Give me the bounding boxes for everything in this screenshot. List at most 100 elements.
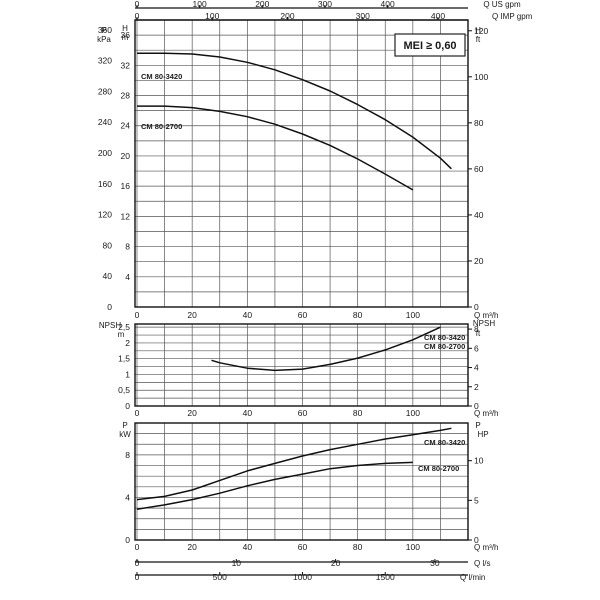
tick-label-head-x: 100 — [406, 310, 420, 320]
axis-title-us-gpm: Q US gpm — [483, 0, 521, 9]
axis-title-kw-sym: P — [122, 421, 127, 430]
axis-title-imp-gpm: Q IMP gpm — [492, 12, 533, 21]
power-curve-cm80-2700 — [136, 461, 413, 510]
tick-label-lmin: 0 — [135, 572, 140, 582]
curve-label-head-3420: CM 80-3420 — [141, 72, 182, 81]
tick-label-us-gpm: 100 — [193, 0, 207, 9]
tick-label-head-x: 20 — [187, 310, 197, 320]
power-curve-cm80-3420 — [136, 427, 452, 501]
tick-label-head-m: 4 — [125, 272, 130, 282]
axis-title-lmin: Q l/min — [460, 573, 485, 582]
tick-label-kpa: 240 — [98, 117, 112, 127]
tick-label-imp-gpm: 100 — [205, 11, 219, 21]
tick-label-head-ft: 100 — [474, 72, 488, 82]
curve-label-head-2700: CM 80-2700 — [141, 122, 182, 131]
tick-label-us-gpm: 400 — [380, 0, 394, 9]
tick-label-kw: 4 — [125, 492, 130, 502]
axis-title-ls: Q l/s — [474, 559, 490, 568]
tick-label-kpa: 0 — [107, 302, 112, 312]
tick-label-head-ft: 120 — [474, 26, 488, 36]
axis-title-ft-sym: H — [475, 26, 481, 35]
tick-label-kpa: 120 — [98, 210, 112, 220]
axis-title-head-sym: H — [122, 24, 128, 33]
tick-label-power-x: 20 — [187, 542, 197, 552]
tick-label-npsh-x: 100 — [406, 408, 420, 418]
tick-label-imp-gpm: 0 — [135, 11, 140, 21]
panel-frame-power — [134, 422, 469, 541]
tick-label-power-x: 60 — [298, 542, 308, 552]
tick-label-npsh-m: 2 — [125, 338, 130, 348]
curve-label-power-3420: CM 80-3420 — [424, 438, 465, 447]
tick-label-power-x: 40 — [243, 542, 253, 552]
tick-label-npsh-x: 60 — [298, 408, 308, 418]
axis-title-head-x: Q m³/h — [474, 311, 498, 320]
tick-label-ls: 10 — [232, 558, 242, 568]
tick-label-power-x: 0 — [135, 542, 140, 552]
tick-label-npsh-ft: 0 — [474, 401, 479, 411]
head-curve-cm80-3420 — [137, 52, 452, 170]
tick-label-head-m: 20 — [121, 151, 131, 161]
axis-title-npsh-ft-unit: ft — [476, 329, 481, 338]
axis-title-npsh-sym: NPSH — [99, 321, 121, 330]
tick-label-npsh-m: 1,5 — [118, 354, 130, 364]
tick-label-kpa: 80 — [103, 240, 113, 250]
tick-label-npsh-m: 1 — [125, 369, 130, 379]
tick-label-npsh-ft: 6 — [474, 343, 479, 353]
panel-frame-npsh — [134, 323, 469, 407]
axis-title-npsh-ft-sym: NPSH — [473, 319, 495, 328]
tick-label-lmin: 1500 — [376, 572, 395, 582]
tick-label-power-x: 80 — [353, 542, 363, 552]
tick-label-ls: 20 — [331, 558, 341, 568]
axis-title-power-x: Q m³/h — [474, 543, 498, 552]
axis-title-ft-unit: ft — [476, 35, 481, 44]
tick-label-imp-gpm: 200 — [280, 11, 294, 21]
curve-label-npsh-3420: CM 80-3420 — [424, 333, 465, 342]
tick-label-kpa: 200 — [98, 148, 112, 158]
tick-label-npsh-ft: 8 — [474, 324, 479, 334]
tick-label-head-x: 0 — [135, 310, 140, 320]
mei-badge-text: MEI ≥ 0,60 — [403, 40, 456, 52]
tick-label-head-ft: 60 — [474, 164, 484, 174]
tick-label-head-m: 8 — [125, 242, 130, 252]
mei-badge: MEI ≥ 0,60 — [394, 33, 466, 57]
tick-label-hp: 10 — [474, 456, 484, 466]
tick-label-hp: 0 — [474, 535, 479, 545]
head-curve-cm80-2700 — [137, 105, 414, 191]
tick-label-hp: 5 — [474, 495, 479, 505]
tick-label-kw: 0 — [125, 535, 130, 545]
tick-label-kw: 8 — [125, 450, 130, 460]
tick-label-us-gpm: 0 — [135, 0, 140, 9]
tick-label-ls: 30 — [430, 558, 440, 568]
tick-label-head-m: 32 — [121, 60, 131, 70]
tick-label-npsh-x: 40 — [243, 408, 253, 418]
tick-label-imp-gpm: 400 — [431, 11, 445, 21]
tick-label-npsh-x: 80 — [353, 408, 363, 418]
axis-title-kpa-sym: P — [101, 26, 106, 35]
tick-label-head-ft: 40 — [474, 210, 484, 220]
tick-label-head-m: 12 — [121, 211, 131, 221]
tick-label-head-ft: 0 — [474, 302, 479, 312]
tick-label-us-gpm: 300 — [318, 0, 332, 9]
tick-label-npsh-m: 2,5 — [118, 322, 130, 332]
tick-label-kpa: 160 — [98, 179, 112, 189]
axis-title-hp-sym: P — [475, 421, 480, 430]
tick-label-head-ft: 80 — [474, 118, 484, 128]
mei-badge-box — [394, 33, 466, 57]
tick-label-npsh-m: 0,5 — [118, 385, 130, 395]
axis-title-npsh-unit: m — [118, 330, 125, 339]
tick-label-npsh-ft: 2 — [474, 382, 479, 392]
axis-title-kpa-unit: kPa — [97, 35, 111, 44]
axis-title-head-unit: m — [122, 33, 129, 42]
tick-label-head-m: 24 — [121, 121, 131, 131]
tick-label-lmin: 1000 — [293, 572, 312, 582]
panel-frame-head — [134, 19, 469, 308]
tick-label-head-x: 40 — [243, 310, 253, 320]
curve-label-npsh-2700: CM 80-2700 — [424, 342, 465, 351]
panel-frames — [134, 5, 472, 576]
tick-label-head-ft: 20 — [474, 256, 484, 266]
tick-label-head-m: 28 — [121, 91, 131, 101]
npsh-curve — [211, 326, 441, 372]
tick-label-head-m: 16 — [121, 181, 131, 191]
